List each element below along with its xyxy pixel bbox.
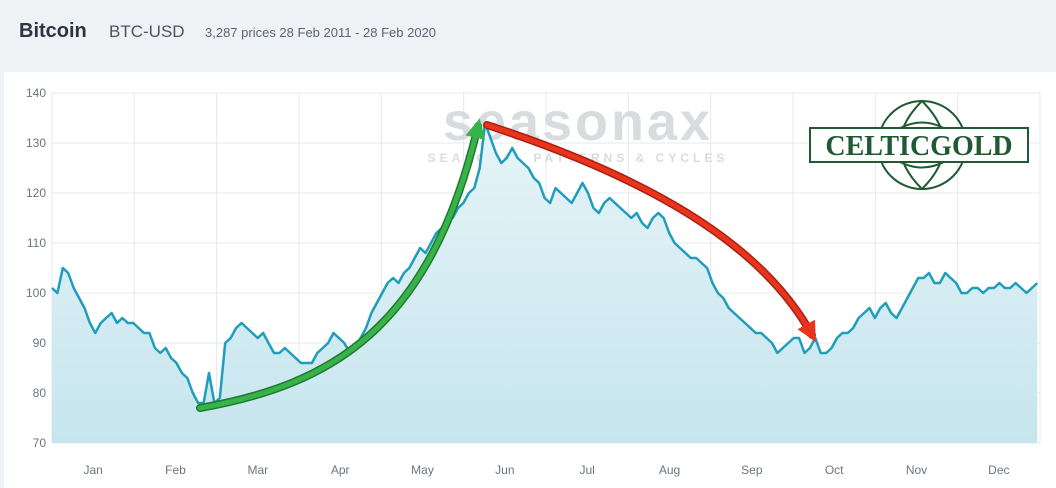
ticker-symbol: BTC-USD: [109, 22, 185, 41]
x-tick-label: Sep: [741, 463, 763, 477]
x-axis-labels: Jan Feb Mar Apr May Jun Jul Aug Sep Oct Nov Dec: [83, 463, 1009, 477]
x-tick-label: Apr: [331, 463, 350, 477]
y-tick-label: 120: [26, 186, 46, 200]
y-tick-label: 110: [27, 236, 46, 250]
y-axis-labels: 70 80 90 100 110 120 130 140: [26, 86, 46, 450]
header: Bitcoin BTC-USD 3,287 prices 28 Feb 2011…: [0, 0, 1056, 62]
data-range-info: 3,287 prices 28 Feb 2011 - 28 Feb 2020: [205, 25, 437, 40]
x-tick-label: Jan: [83, 463, 102, 477]
y-tick-label: 80: [33, 386, 47, 400]
y-tick-label: 70: [33, 436, 47, 450]
x-tick-label: Oct: [825, 463, 844, 477]
x-tick-label: Feb: [165, 463, 186, 477]
y-tick-label: 140: [26, 86, 46, 100]
uptrend-arrow-fill: [197, 118, 485, 411]
x-tick-label: Aug: [659, 463, 680, 477]
logo-text: CELTICGOLD: [825, 131, 1012, 162]
downtrend-arrow-fill: [484, 122, 816, 343]
y-tick-label: 130: [26, 136, 46, 150]
page-title: Bitcoin: [19, 20, 87, 42]
x-tick-label: Mar: [247, 463, 268, 477]
celticgold-logo: CELTICGOLD: [809, 99, 1029, 191]
x-tick-label: May: [411, 463, 434, 477]
y-tick-label: 90: [33, 336, 47, 350]
x-tick-label: Jun: [495, 463, 514, 477]
area-fill: [52, 123, 1038, 443]
y-tick-label: 100: [26, 286, 46, 300]
x-tick-label: Nov: [906, 463, 927, 477]
x-tick-label: Dec: [988, 463, 1009, 477]
x-tick-label: Jul: [579, 463, 594, 477]
